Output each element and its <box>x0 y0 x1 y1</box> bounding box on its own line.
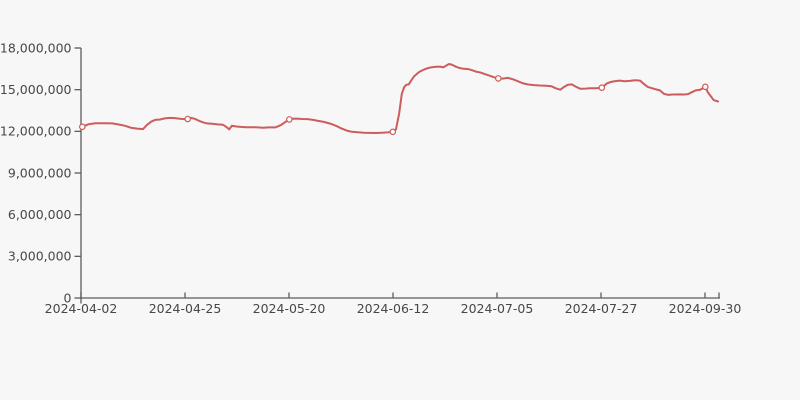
data-point-marker <box>494 75 502 82</box>
x-tick-label: 2024-07-05 <box>461 301 534 316</box>
x-tick-label: 2024-04-02 <box>45 301 118 316</box>
data-point-marker <box>79 123 86 131</box>
y-tick-label: 0 <box>64 290 72 305</box>
data-point-marker <box>389 128 397 136</box>
x-tick-label: 2024-06-12 <box>357 301 430 316</box>
y-tick-label: 12,000,000 <box>0 124 72 139</box>
data-point-marker <box>184 115 192 123</box>
y-tick-label: 9,000,000 <box>8 165 72 180</box>
data-point-marker <box>285 116 293 123</box>
data-point-marker <box>701 83 709 91</box>
y-tick-label: 15,000,000 <box>0 82 72 97</box>
data-line <box>81 63 720 134</box>
data-point-marker <box>598 84 606 92</box>
x-tick-label: 2024-09-30 <box>669 301 742 316</box>
y-tick-label: 18,000,000 <box>0 40 72 55</box>
x-tick-label: 2024-04-25 <box>149 301 222 316</box>
x-tick-label: 2024-07-27 <box>565 301 638 316</box>
x-tick-label: 2024-05-20 <box>253 301 326 316</box>
y-tick-label: 3,000,000 <box>8 249 72 264</box>
y-tick-label: 6,000,000 <box>8 207 72 222</box>
